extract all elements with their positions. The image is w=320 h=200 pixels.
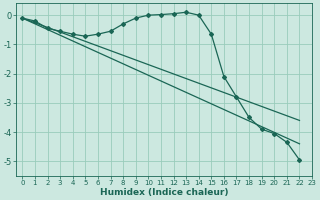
X-axis label: Humidex (Indice chaleur): Humidex (Indice chaleur) [100,188,228,197]
